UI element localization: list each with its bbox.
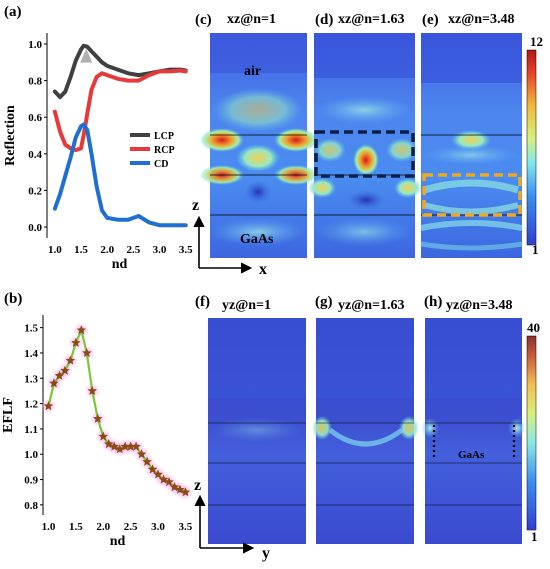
z-axis-label-top: z xyxy=(192,197,199,214)
x-axis-label-b: nd xyxy=(110,534,126,549)
reflection-chart: 0.0 0.2 0.4 0.6 0.8 1.0 1.0 1.5 2.0 2.5 3.0 3.5 nd Re… xyxy=(3,33,193,272)
y-tick-label-a: 1.0 xyxy=(28,39,42,51)
colorbar-bottom xyxy=(526,335,537,531)
y-axis-label-a: Reflection xyxy=(3,105,18,166)
data-point-star xyxy=(164,477,174,487)
x-tick-label-a: 1.0 xyxy=(48,244,62,256)
y-tick-label-b: 1.4 xyxy=(24,348,38,360)
data-point-star xyxy=(76,325,87,335)
peak-marker xyxy=(80,48,93,63)
field-title-g: yz@n=1.63 xyxy=(338,298,405,313)
eflf-chart: 0.8 0.9 1.0 1.1 1.2 1.3 1.4 1.5 1.0 1.5 2.0 2.5 3.0 3… xyxy=(1,315,194,549)
colorbar-bottom-min: 1 xyxy=(531,529,538,544)
legend-label-lcp: LCP xyxy=(154,131,174,142)
data-point-star xyxy=(136,449,147,459)
panel-label-d: (d) xyxy=(315,12,333,28)
colorbar-top xyxy=(526,49,537,246)
y-tick-label-b: 1.5 xyxy=(24,323,38,335)
x-tick-label-a: 3.0 xyxy=(153,244,167,256)
field-title-d: xz@n=1.63 xyxy=(338,12,405,27)
data-point-star xyxy=(93,413,103,423)
x-tick-label-a: 2.0 xyxy=(100,244,114,256)
data-point-star xyxy=(65,355,76,365)
y-tick-label-b: 1.2 xyxy=(24,399,38,411)
colorbar-bottom-max: 40 xyxy=(527,320,540,335)
x-tick-label-a: 1.5 xyxy=(74,244,88,256)
data-point-star xyxy=(125,441,136,451)
data-point-star xyxy=(147,464,158,474)
panel-label-c: (c) xyxy=(195,12,212,28)
x-tick-label-b: 2.5 xyxy=(124,521,138,533)
field-map-h xyxy=(421,318,526,544)
field-title-f: yz@n=1 xyxy=(222,298,271,313)
y-tick-label-a: 0.4 xyxy=(28,149,42,161)
y-axis-label-bottom: y xyxy=(262,545,270,562)
x-tick-label-b: 1.0 xyxy=(42,521,56,533)
y-tick-label-b: 1.1 xyxy=(24,424,38,436)
x-tick-label-a: 3.5 xyxy=(179,244,193,256)
data-point-star xyxy=(82,348,92,357)
x-tick-label-b: 1.5 xyxy=(69,521,83,533)
x-tick-label-b: 2.0 xyxy=(96,521,110,533)
series-line-cd xyxy=(52,122,188,228)
data-point-star xyxy=(180,487,191,497)
field-map-e xyxy=(420,33,523,258)
x-axis-label-a: nd xyxy=(112,257,128,272)
legend-label-rcp: RCP xyxy=(154,145,175,156)
panel-label-h: (h) xyxy=(424,294,442,310)
data-point-star xyxy=(120,441,130,451)
y-tick-label-b: 0.8 xyxy=(24,500,38,512)
data-point-star xyxy=(60,365,70,375)
field-map-d xyxy=(308,33,422,258)
data-point-star xyxy=(142,456,152,466)
data-point-star xyxy=(43,401,54,411)
legend-label-cd: CD xyxy=(154,159,168,170)
x-tick-label-b: 3.0 xyxy=(151,521,165,533)
panel-label-e: (e) xyxy=(422,12,439,28)
panel-label-g: (g) xyxy=(315,294,333,310)
x-tick-label-b: 3.5 xyxy=(179,521,193,533)
y-tick-label-a: 0.2 xyxy=(28,185,42,197)
y-tick-label-a: 0.8 xyxy=(28,76,42,88)
field-map-f xyxy=(208,318,306,544)
region-label-gaas-c: GaAs xyxy=(240,232,274,247)
y-tick-label-b: 0.9 xyxy=(24,475,38,487)
y-tick-label-a: 0.6 xyxy=(28,112,42,124)
data-point-star xyxy=(153,469,163,479)
y-tick-label-b: 1.0 xyxy=(24,449,38,461)
data-point-star xyxy=(114,444,125,454)
y-tick-label-b: 1.3 xyxy=(24,373,38,385)
panel-label-f: (f) xyxy=(195,294,210,310)
y-axis-label-b: EFLF xyxy=(1,397,16,433)
data-point-star xyxy=(87,385,98,395)
field-map-c xyxy=(200,33,318,258)
x-axis-label-top: x xyxy=(259,261,267,278)
panel-label-b: (b) xyxy=(4,291,22,307)
colorbar-top-max: 12 xyxy=(530,34,543,49)
field-title-c: xz@n=1 xyxy=(227,12,276,27)
y-tick-label-a: 0.0 xyxy=(28,222,42,234)
field-title-h: yz@n=3.48 xyxy=(446,298,513,313)
data-point-star xyxy=(131,441,141,451)
colorbar-top-min: 1 xyxy=(532,242,539,257)
region-label-gaas-h: GaAs xyxy=(458,449,485,461)
field-title-e: xz@n=3.48 xyxy=(448,12,515,27)
data-point-star xyxy=(98,431,108,441)
region-label-air: air xyxy=(244,64,261,79)
z-axis-label-bottom: z xyxy=(194,477,201,494)
x-tick-label-a: 2.5 xyxy=(126,244,140,256)
data-point-star xyxy=(49,378,59,388)
data-point-star xyxy=(71,337,81,347)
panel-label-a: (a) xyxy=(4,4,22,20)
field-map-g xyxy=(312,318,419,544)
data-point-star xyxy=(54,370,65,380)
